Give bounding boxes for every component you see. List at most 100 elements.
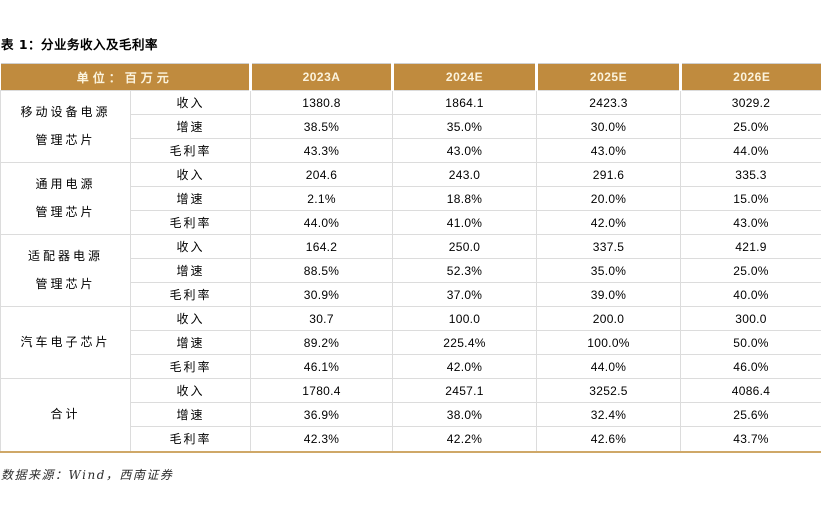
year-header-2024e: 2024E xyxy=(392,63,539,91)
metric-label-cell: 毛利率 xyxy=(129,282,252,307)
metric-label-cell: 收入 xyxy=(129,90,252,115)
value-cell: 100.0% xyxy=(536,330,682,355)
value-cell: 38.5% xyxy=(250,114,394,139)
metric-label-cell: 收入 xyxy=(129,378,252,403)
metric-label-cell: 毛利率 xyxy=(129,138,252,163)
value-cell: 335.3 xyxy=(680,162,821,187)
value-cell: 35.0% xyxy=(392,114,538,139)
table-row: 增速 89.2% 225.4% 100.0% 50.0% xyxy=(1,330,821,355)
value-cell: 2.1% xyxy=(250,186,394,211)
value-cell: 88.5% xyxy=(250,258,394,283)
value-cell: 39.0% xyxy=(536,282,682,307)
segment-name-cell: 通用电源 管理芯片 xyxy=(0,162,131,235)
value-cell: 42.0% xyxy=(392,354,538,379)
metric-label-cell: 收入 xyxy=(129,306,252,331)
value-cell: 42.2% xyxy=(392,426,538,451)
value-cell: 42.3% xyxy=(250,426,394,451)
value-cell: 46.1% xyxy=(250,354,394,379)
metric-label-cell: 增速 xyxy=(129,258,252,283)
table-row: 增速 88.5% 52.3% 35.0% 25.0% xyxy=(1,258,821,283)
value-cell: 30.7 xyxy=(250,306,394,331)
value-cell: 243.0 xyxy=(392,162,538,187)
segment-name-cell: 适配器电源 管理芯片 xyxy=(0,234,131,307)
value-cell: 1864.1 xyxy=(392,90,538,115)
data-source-note: 数据来源：Wind，西南证券 xyxy=(1,467,174,482)
value-cell: 300.0 xyxy=(680,306,821,331)
value-cell: 41.0% xyxy=(392,210,538,235)
unit-header-cell: 单位：百万元 xyxy=(0,63,253,91)
value-cell: 3029.2 xyxy=(680,90,821,115)
value-cell: 164.2 xyxy=(250,234,394,259)
value-cell: 40.0% xyxy=(680,282,821,307)
data-table: 单位：百万元 2023A 2024E 2025E 2026E 移动设备电源 管理… xyxy=(0,63,821,451)
metric-label-cell: 增速 xyxy=(129,114,252,139)
table-row: 毛利率 46.1% 42.0% 44.0% 46.0% xyxy=(1,354,821,379)
metric-label-cell: 收入 xyxy=(129,234,252,259)
value-cell: 250.0 xyxy=(392,234,538,259)
metric-label-cell: 收入 xyxy=(129,162,252,187)
value-cell: 44.0% xyxy=(536,354,682,379)
value-cell: 50.0% xyxy=(680,330,821,355)
metric-label-cell: 毛利率 xyxy=(129,210,252,235)
value-cell: 337.5 xyxy=(536,234,682,259)
table-row: 毛利率 42.3% 42.2% 42.6% 43.7% xyxy=(1,426,821,451)
value-cell: 44.0% xyxy=(680,138,821,163)
year-header-2025e: 2025E xyxy=(536,63,683,91)
value-cell: 30.0% xyxy=(536,114,682,139)
value-cell: 43.0% xyxy=(536,138,682,163)
value-cell: 38.0% xyxy=(392,402,538,427)
metric-label-cell: 毛利率 xyxy=(129,426,252,451)
value-cell: 1380.8 xyxy=(250,90,394,115)
table-row: 增速 2.1% 18.8% 20.0% 15.0% xyxy=(1,186,821,211)
value-cell: 25.0% xyxy=(680,114,821,139)
value-cell: 1780.4 xyxy=(250,378,394,403)
metric-label-cell: 增速 xyxy=(129,330,252,355)
value-cell: 35.0% xyxy=(536,258,682,283)
segment-name-cell: 合计 xyxy=(0,378,131,451)
value-cell: 43.0% xyxy=(392,138,538,163)
value-cell: 18.8% xyxy=(392,186,538,211)
value-cell: 89.2% xyxy=(250,330,394,355)
value-cell: 15.0% xyxy=(680,186,821,211)
table-row: 毛利率 44.0% 41.0% 42.0% 43.0% xyxy=(1,210,821,235)
value-cell: 36.9% xyxy=(250,402,394,427)
value-cell: 30.9% xyxy=(250,282,394,307)
table-header-row: 单位：百万元 2023A 2024E 2025E 2026E xyxy=(0,63,821,91)
value-cell: 42.6% xyxy=(536,426,682,451)
value-cell: 20.0% xyxy=(536,186,682,211)
value-cell: 43.3% xyxy=(250,138,394,163)
table-row: 合计 收入 1780.4 2457.1 3252.5 4086.4 xyxy=(0,378,821,451)
table-title: 表 1：分业务收入及毛利率 xyxy=(1,37,159,52)
table-row: 毛利率 43.3% 43.0% 43.0% 44.0% xyxy=(1,138,821,163)
table-row: 增速 38.5% 35.0% 30.0% 25.0% xyxy=(1,114,821,139)
value-cell: 2457.1 xyxy=(392,378,538,403)
value-cell: 46.0% xyxy=(680,354,821,379)
value-cell: 43.7% xyxy=(680,426,821,451)
business-revenue-table: 单位：百万元 2023A 2024E 2025E 2026E 移动设备电源 管理… xyxy=(0,63,821,453)
metric-label-cell: 增速 xyxy=(129,186,252,211)
table-row: 毛利率 30.9% 37.0% 39.0% 40.0% xyxy=(1,282,821,307)
segment-name-cell: 汽车电子芯片 xyxy=(0,306,131,379)
value-cell: 32.4% xyxy=(536,402,682,427)
value-cell: 225.4% xyxy=(392,330,538,355)
value-cell: 25.0% xyxy=(680,258,821,283)
value-cell: 44.0% xyxy=(250,210,394,235)
value-cell: 43.0% xyxy=(680,210,821,235)
year-header-2026e: 2026E xyxy=(680,63,821,91)
value-cell: 421.9 xyxy=(680,234,821,259)
table-row: 汽车电子芯片 收入 30.7 100.0 200.0 300.0 xyxy=(0,306,821,379)
segment-name-cell: 移动设备电源 管理芯片 xyxy=(0,90,131,163)
value-cell: 291.6 xyxy=(536,162,682,187)
value-cell: 42.0% xyxy=(536,210,682,235)
value-cell: 4086.4 xyxy=(680,378,821,403)
value-cell: 200.0 xyxy=(536,306,682,331)
metric-label-cell: 毛利率 xyxy=(129,354,252,379)
table-row: 适配器电源 管理芯片 收入 164.2 250.0 337.5 421.9 xyxy=(0,234,821,307)
value-cell: 100.0 xyxy=(392,306,538,331)
value-cell: 52.3% xyxy=(392,258,538,283)
year-header-2023a: 2023A xyxy=(250,63,395,91)
value-cell: 2423.3 xyxy=(536,90,682,115)
value-cell: 3252.5 xyxy=(536,378,682,403)
value-cell: 25.6% xyxy=(680,402,821,427)
metric-label-cell: 增速 xyxy=(129,402,252,427)
